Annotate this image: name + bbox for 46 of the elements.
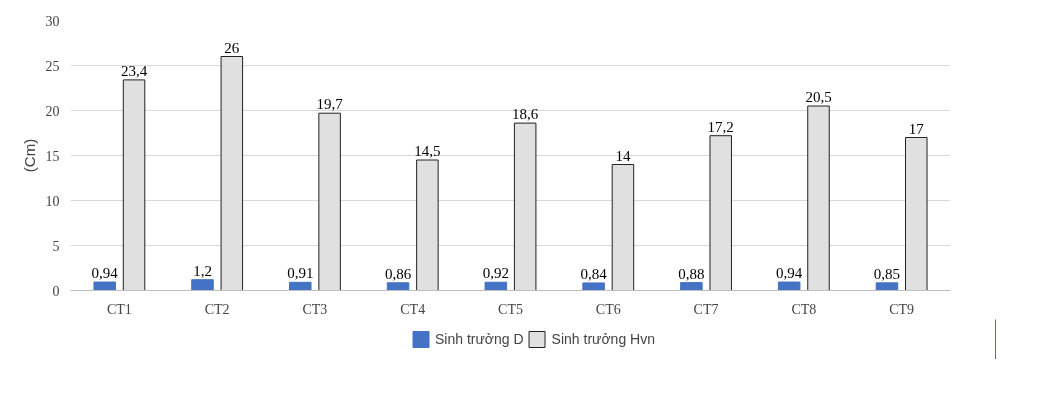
legend-label: Sinh trưởng Hvn	[551, 331, 655, 347]
x-tick-label: CT7	[693, 301, 719, 317]
data-label: 20,5	[805, 89, 832, 105]
bar	[484, 281, 508, 291]
data-label: 0,85	[873, 265, 901, 282]
y-tick-label: 25	[45, 58, 60, 74]
x-tick-label: CT1	[106, 301, 132, 317]
data-label: 0,84	[580, 265, 608, 282]
data-label: 18,6	[512, 106, 539, 123]
y-axis-title: (Cm)	[20, 138, 38, 173]
y-tick-label: 30	[45, 13, 60, 29]
bar	[93, 281, 116, 291]
data-label: 17	[908, 120, 925, 137]
y-tick-label: 10	[45, 193, 60, 209]
data-label: 14,5	[414, 143, 441, 159]
data-label: 0,91	[287, 265, 314, 282]
data-label: 0,86	[384, 265, 412, 282]
bar	[777, 281, 801, 291]
x-tick-label: CT3	[302, 301, 328, 317]
y-tick-label: 5	[52, 238, 60, 254]
data-label: 26	[224, 39, 240, 56]
y-tick-label: 20	[45, 103, 60, 119]
x-tick-label: CT9	[889, 301, 915, 317]
x-tick-label: CT8	[791, 301, 817, 317]
legend-label: Sinh trưởng D	[435, 331, 524, 347]
data-label: 1,2	[193, 262, 212, 279]
y-tick-label: 15	[45, 148, 60, 164]
data-label: 0,94	[776, 265, 803, 282]
bar	[386, 282, 410, 291]
bar	[191, 279, 214, 291]
data-label: 14	[615, 147, 631, 164]
bar	[289, 281, 312, 291]
data-label: 0,94	[91, 265, 119, 282]
data-label: 0,92	[482, 265, 509, 282]
bar	[875, 282, 899, 291]
x-tick-label: CT4	[400, 301, 426, 317]
x-tick-label: CT2	[204, 301, 230, 317]
y-tick-label: 0	[52, 283, 60, 299]
data-label: 19,7	[316, 96, 344, 113]
data-label: 0,88	[678, 265, 705, 282]
bar	[582, 282, 605, 291]
bar	[680, 282, 703, 291]
data-label: 17,2	[707, 118, 734, 135]
x-tick-label: CT5	[498, 301, 523, 317]
data-label: 23,4	[120, 62, 148, 79]
x-tick-label: CT6	[595, 301, 621, 317]
